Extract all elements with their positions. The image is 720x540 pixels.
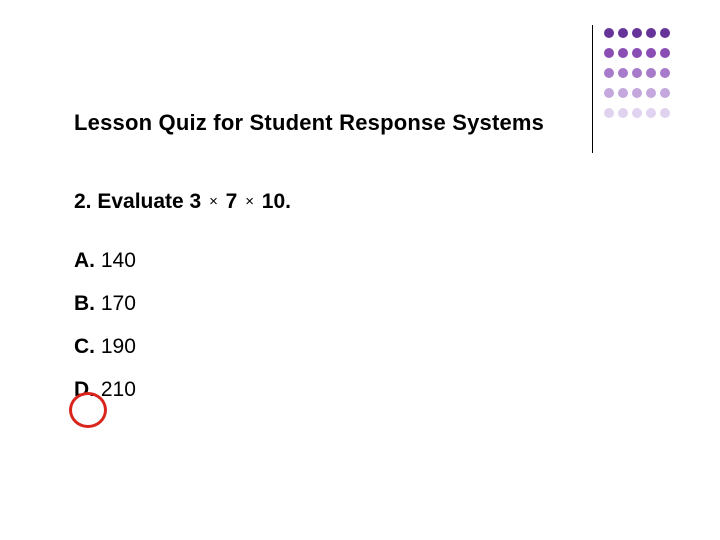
- decor-dot: [604, 68, 614, 78]
- decor-dot: [646, 68, 656, 78]
- decor-dot: [604, 88, 614, 98]
- question-text: 2. Evaluate 3 × 7 × 10.: [74, 190, 291, 214]
- option-label: C.: [74, 335, 95, 358]
- decor-dot: [646, 28, 656, 38]
- decor-dot: [618, 68, 628, 78]
- option-c[interactable]: C. 190: [74, 336, 136, 357]
- decor-dot: [618, 48, 628, 58]
- option-value: 190: [101, 335, 136, 358]
- option-a[interactable]: A. 140: [74, 250, 136, 271]
- decor-dot: [660, 68, 670, 78]
- decor-dot: [660, 88, 670, 98]
- question-prefix: 2. Evaluate 3: [74, 190, 207, 213]
- decor-dot: [604, 48, 614, 58]
- decor-dot: [646, 48, 656, 58]
- slide: Lesson Quiz for Student Response Systems…: [0, 0, 720, 540]
- multiply-sign-1: ×: [207, 193, 220, 210]
- decor-dot: [632, 108, 642, 118]
- decor-dot: [604, 28, 614, 38]
- question-mid: 7: [220, 190, 243, 213]
- decor-dot: [646, 108, 656, 118]
- decor-dot: [660, 28, 670, 38]
- decor-dot: [632, 88, 642, 98]
- decor-dot: [604, 108, 614, 118]
- multiply-sign-2: ×: [243, 193, 256, 210]
- option-label: B.: [74, 292, 95, 315]
- decor-dot: [632, 68, 642, 78]
- correct-answer-circle: [69, 392, 107, 428]
- option-label: A.: [74, 249, 95, 272]
- option-value: 140: [101, 249, 136, 272]
- question-suffix: 10.: [256, 190, 291, 213]
- decor-dot: [618, 108, 628, 118]
- options-list: A. 140 B. 170 C. 190 D. 210: [74, 228, 136, 400]
- decor-dot: [646, 88, 656, 98]
- decor-dot: [618, 28, 628, 38]
- decor-dot: [632, 28, 642, 38]
- decor-dot: [660, 48, 670, 58]
- decor-dot: [618, 88, 628, 98]
- option-b[interactable]: B. 170: [74, 293, 136, 314]
- decor-dot: [660, 108, 670, 118]
- option-value: 210: [101, 378, 136, 401]
- decor-dot: [632, 48, 642, 58]
- decor-vertical-line: [592, 25, 593, 153]
- slide-title: Lesson Quiz for Student Response Systems: [74, 110, 544, 136]
- option-value: 170: [101, 292, 136, 315]
